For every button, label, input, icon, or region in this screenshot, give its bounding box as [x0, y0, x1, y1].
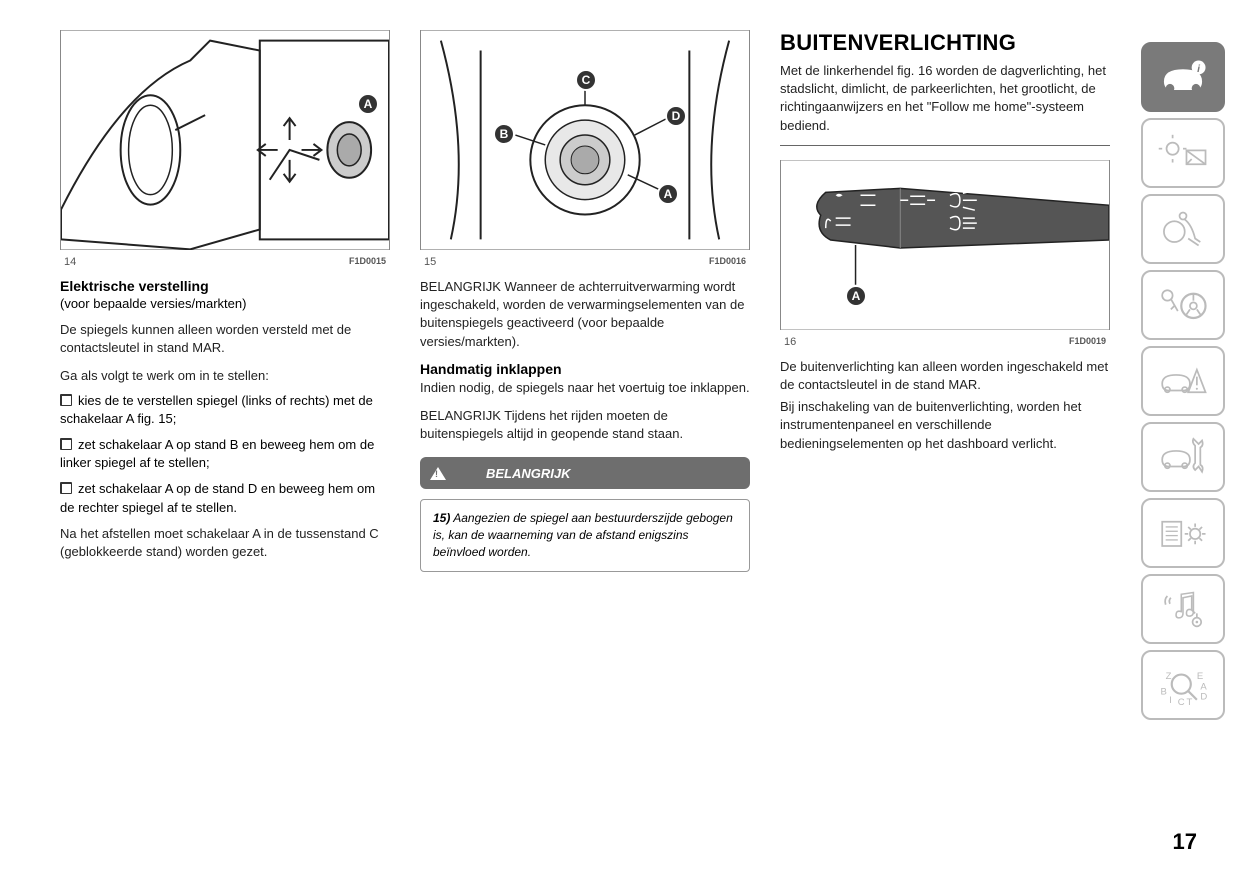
tab-lights[interactable]	[1141, 118, 1225, 188]
heading-handmatig: Handmatig inklappen	[420, 361, 750, 377]
figure-15-number: 15	[424, 256, 436, 268]
column-3: BUITENVERLICHTING Met de linkerhendel fi…	[780, 30, 1110, 572]
warning-triangle-icon	[430, 467, 446, 480]
figure-14-label-a: A	[357, 93, 379, 115]
figure-14: A	[60, 30, 390, 250]
column-2: C B D A 15 F1D0016 BELANGRIJK Wanneer de…	[420, 30, 750, 572]
svg-text:E: E	[1197, 671, 1203, 682]
svg-text:I: I	[1169, 695, 1172, 706]
figure-15-label-b: B	[493, 123, 515, 145]
figure-16-svg	[781, 160, 1109, 330]
important-bar-label: BELANGRIJK	[486, 466, 571, 481]
column-1: A 14 F1D0015 Elektrische verstelling (vo…	[60, 30, 390, 572]
figure-15-label-d: D	[665, 105, 687, 127]
sidebar-tabs: i Z E B A ICTD	[1141, 42, 1225, 720]
page-content: A 14 F1D0015 Elektrische verstelling (vo…	[0, 0, 1241, 592]
svg-text:D: D	[1200, 692, 1207, 703]
figure-15-svg	[421, 30, 749, 250]
heading-elektrische: Elektrische verstelling	[60, 278, 390, 294]
figure-15-caption: 15 F1D0016	[420, 254, 750, 270]
figure-15-code: F1D0016	[709, 256, 746, 268]
figure-15-label-a: A	[657, 183, 679, 205]
tab-airbag[interactable]	[1141, 194, 1225, 264]
svg-text:Z: Z	[1166, 671, 1172, 682]
col2-p3: BELANGRIJK Tijdens het rijden moeten de …	[420, 407, 750, 443]
tab-warning[interactable]	[1141, 346, 1225, 416]
subheading-versies: (voor bepaalde versies/markten)	[60, 296, 390, 311]
col3-p1: Met de linkerhendel fig. 16 worden de da…	[780, 62, 1110, 135]
col3-p3: Bij inschakeling van de buitenverlichtin…	[780, 398, 1110, 453]
col1-p2: Ga als volgt te werk om in te stellen:	[60, 367, 390, 385]
figure-16-code: F1D0019	[1069, 336, 1106, 348]
figure-15-label-c: C	[575, 69, 597, 91]
note-number: 15)	[433, 511, 450, 525]
figure-14-code: F1D0015	[349, 256, 386, 268]
tab-index[interactable]: Z E B A ICTD	[1141, 650, 1225, 720]
col1-li1: kies de te verstellen spiegel (links of …	[60, 392, 390, 428]
svg-text:T: T	[1186, 697, 1192, 707]
figure-16: A	[780, 160, 1110, 330]
figure-14-caption: 14 F1D0015	[60, 254, 390, 270]
important-bar: BELANGRIJK	[420, 457, 750, 489]
figure-16-number: 16	[784, 336, 796, 348]
col1-p1: De spiegels kunnen alleen worden verstel…	[60, 321, 390, 357]
figure-16-caption: 16 F1D0019	[780, 334, 1110, 350]
tab-service[interactable]	[1141, 422, 1225, 492]
col3-p2: De buitenverlichting kan alleen worden i…	[780, 358, 1110, 394]
figure-14-number: 14	[64, 256, 76, 268]
figure-14-svg	[61, 30, 389, 250]
col2-p1: BELANGRIJK Wanneer de achterruitverwarmi…	[420, 278, 750, 351]
figure-15: C B D A	[420, 30, 750, 250]
heading-buitenverlichting: BUITENVERLICHTING	[780, 30, 1110, 56]
divider	[780, 145, 1110, 146]
col1-li2: zet schakelaar A op stand B en beweeg he…	[60, 436, 390, 472]
col1-li3: zet schakelaar A op de stand D en beweeg…	[60, 480, 390, 516]
figure-16-label-a: A	[845, 285, 867, 307]
svg-text:B: B	[1160, 687, 1166, 698]
col2-p2: Indien nodig, de spiegels naar het voert…	[420, 379, 750, 397]
page-number: 17	[1173, 829, 1197, 855]
tab-media[interactable]	[1141, 574, 1225, 644]
tab-info[interactable]: i	[1141, 42, 1225, 112]
note-box-15: 15) Aangezien de spiegel aan bestuurders…	[420, 499, 750, 571]
col1-p3: Na het afstellen moet schakelaar A in de…	[60, 525, 390, 561]
tab-key[interactable]	[1141, 270, 1225, 340]
tab-settings[interactable]	[1141, 498, 1225, 568]
svg-text:A: A	[1200, 681, 1207, 692]
note-text: Aangezien de spiegel aan bestuurderszijd…	[433, 511, 733, 559]
svg-text:C: C	[1178, 697, 1185, 707]
